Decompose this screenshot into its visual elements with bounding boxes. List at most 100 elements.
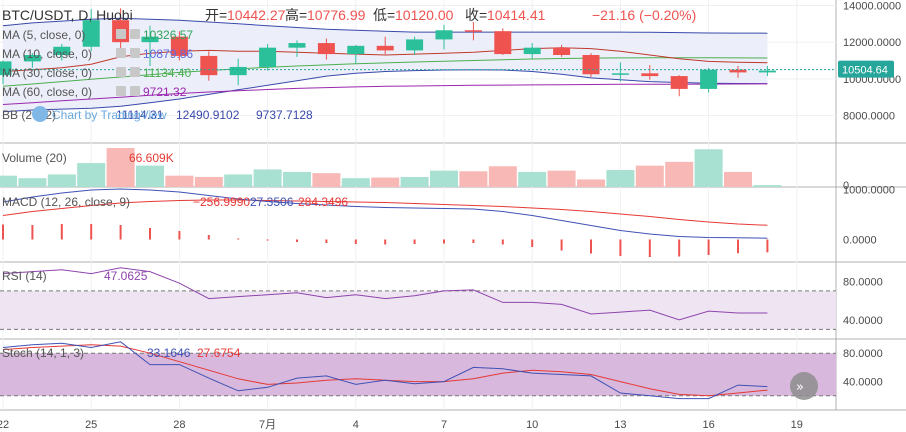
gear-icon[interactable]	[130, 67, 140, 77]
candle-body[interactable]	[23, 55, 41, 62]
eye-icon[interactable]	[116, 29, 126, 39]
eye-icon[interactable]	[116, 48, 126, 58]
macd-histogram-bar[interactable]	[560, 239, 563, 251]
candle[interactable]	[376, 36, 394, 55]
candle[interactable]	[611, 62, 629, 82]
macd-histogram-bar[interactable]	[354, 239, 357, 245]
macd-histogram-bar[interactable]	[237, 238, 240, 240]
macd-histogram-bar[interactable]	[531, 239, 534, 248]
eye-icon[interactable]	[116, 67, 126, 77]
volume-bar[interactable]	[194, 176, 223, 187]
macd-histogram-bar[interactable]	[119, 225, 122, 240]
candle-body[interactable]	[53, 46, 71, 55]
candle[interactable]	[229, 58, 247, 86]
volume-bar[interactable]	[606, 170, 635, 187]
macd-pane[interactable]	[2, 188, 769, 257]
candle[interactable]	[582, 53, 600, 77]
volume-bar[interactable]	[371, 177, 400, 187]
candle-body[interactable]	[729, 69, 747, 73]
candle[interactable]	[23, 53, 41, 68]
volume-bar[interactable]	[724, 171, 752, 187]
volume-bar[interactable]	[224, 174, 253, 187]
macd-histogram-bar[interactable]	[178, 231, 181, 240]
macd-histogram-bar[interactable]	[678, 239, 681, 257]
volume-bar[interactable]	[430, 170, 458, 187]
candle-body[interactable]	[641, 73, 659, 77]
double-chevron-right-icon[interactable]: »	[796, 380, 804, 395]
macd-histogram-bar[interactable]	[707, 239, 710, 256]
macd-histogram-bar[interactable]	[266, 239, 269, 241]
volume-bar[interactable]	[635, 165, 664, 187]
candle-body[interactable]	[758, 70, 776, 73]
candle-body[interactable]	[0, 61, 12, 76]
candle-body[interactable]	[700, 69, 718, 89]
macd-histogram-bar[interactable]	[737, 239, 739, 254]
volume-bar[interactable]	[400, 176, 429, 187]
candle[interactable]	[141, 25, 159, 66]
volume-bar[interactable]	[0, 175, 17, 187]
volume-bar[interactable]	[665, 161, 694, 187]
candle[interactable]	[406, 36, 424, 55]
candle-body[interactable]	[376, 45, 394, 51]
volume-bar[interactable]	[577, 179, 605, 187]
candle-body[interactable]	[317, 43, 335, 55]
macd-histogram-bar[interactable]	[443, 239, 445, 244]
eye-icon[interactable]	[116, 86, 126, 96]
candle-body[interactable]	[82, 20, 100, 47]
macd-histogram-bar[interactable]	[472, 239, 475, 244]
macd-histogram-bar[interactable]	[149, 228, 151, 240]
candle-body[interactable]	[229, 66, 247, 76]
gear-icon[interactable]	[130, 29, 140, 39]
scroll-button-circle[interactable]	[790, 372, 818, 400]
candle-body[interactable]	[141, 36, 159, 43]
candle-body[interactable]	[200, 55, 218, 76]
candle[interactable]	[347, 44, 365, 64]
macd-histogram-bar[interactable]	[207, 235, 210, 240]
candle[interactable]	[200, 51, 218, 81]
macd-histogram-bar[interactable]	[325, 239, 328, 244]
volume-bar[interactable]	[341, 178, 370, 187]
candle[interactable]	[317, 38, 335, 60]
candle-body[interactable]	[288, 43, 306, 48]
candle[interactable]	[729, 66, 747, 78]
macd-histogram-bar[interactable]	[766, 239, 769, 253]
macd-histogram-bar[interactable]	[296, 239, 298, 243]
candle-body[interactable]	[464, 30, 482, 32]
candle-body[interactable]	[170, 36, 188, 56]
macd-histogram-bar[interactable]	[2, 224, 4, 240]
candle-body[interactable]	[611, 73, 629, 75]
stoch-pane[interactable]	[0, 341, 836, 400]
gear-icon[interactable]	[130, 86, 140, 96]
volume-bar[interactable]	[77, 163, 106, 187]
volume-bar[interactable]	[106, 148, 135, 187]
candle-body[interactable]	[670, 76, 688, 89]
price-pane[interactable]	[0, 8, 836, 113]
volume-bar[interactable]	[312, 173, 341, 187]
volume-bar[interactable]	[488, 166, 517, 187]
candle[interactable]	[523, 43, 541, 59]
macd-histogram-bar[interactable]	[384, 239, 387, 245]
volume-bar[interactable]	[136, 165, 164, 187]
candle[interactable]	[53, 44, 71, 61]
volume-bar[interactable]	[694, 149, 723, 187]
volume-bar[interactable]	[165, 175, 194, 187]
volume-bar[interactable]	[253, 169, 282, 187]
candle-body[interactable]	[494, 31, 512, 55]
candle[interactable]	[170, 31, 188, 61]
candle[interactable]	[758, 66, 776, 77]
volume-bar[interactable]	[47, 174, 76, 187]
volume-bar[interactable]	[283, 171, 311, 187]
candle-body[interactable]	[523, 47, 541, 55]
macd-histogram-bar[interactable]	[619, 239, 622, 257]
macd-histogram-bar[interactable]	[60, 224, 63, 240]
candle[interactable]	[82, 9, 100, 52]
candle[interactable]	[494, 28, 512, 55]
candle-body[interactable]	[435, 30, 453, 40]
scroll-to-latest-button[interactable]: »	[790, 372, 818, 400]
candle[interactable]	[0, 60, 12, 85]
volume-pane[interactable]	[0, 148, 782, 187]
candle-body[interactable]	[553, 47, 571, 55]
macd-histogram-bar[interactable]	[90, 224, 93, 240]
candle[interactable]	[259, 44, 277, 71]
